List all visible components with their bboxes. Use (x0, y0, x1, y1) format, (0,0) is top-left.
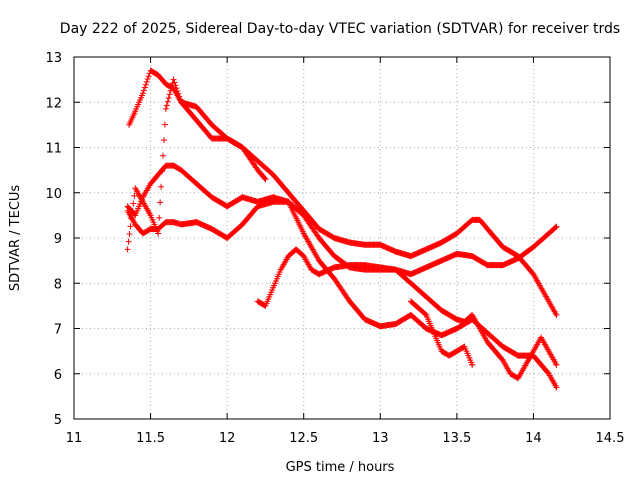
data-point (125, 238, 132, 245)
data-point (156, 214, 163, 221)
data-point (129, 208, 136, 215)
data-point (141, 84, 148, 91)
data-point (145, 73, 152, 80)
y-tick-label: 10 (45, 187, 62, 202)
x-tick-label: 14.5 (596, 431, 625, 446)
data-point (173, 85, 180, 92)
data-point (142, 81, 149, 88)
data-point (168, 83, 175, 90)
y-tick-label: 7 (54, 323, 62, 338)
x-axis-title: GPS time / hours (286, 460, 395, 475)
data-point (174, 87, 181, 94)
data-point (172, 82, 179, 89)
x-tick-label: 11 (66, 431, 83, 446)
series-track-6 (407, 298, 476, 368)
data-point (161, 121, 168, 128)
data-point (155, 230, 162, 237)
data-point (126, 231, 133, 238)
series-track-2 (124, 162, 560, 278)
series-track-5 (124, 76, 269, 253)
y-tick-labels: 5 6 7 8 9 10 11 12 13 (45, 51, 62, 428)
chart-title: Day 222 of 2025, Sidereal Day-to-day VTE… (60, 21, 620, 37)
data-point (553, 361, 560, 368)
data-point (166, 91, 173, 98)
data-point (130, 200, 137, 207)
y-tick-label: 8 (54, 277, 62, 292)
y-tick-label: 11 (45, 142, 62, 157)
y-tick-label: 5 (54, 413, 62, 428)
data-point (177, 96, 184, 103)
data-point (164, 98, 171, 105)
data-point (175, 90, 182, 97)
data-point (165, 95, 172, 102)
data-point (553, 311, 560, 318)
y-tick-label: 9 (54, 232, 62, 247)
data-point (170, 76, 177, 83)
data-point (261, 175, 268, 182)
series-track-4 (254, 246, 560, 382)
data-point (157, 199, 164, 206)
series-track-3 (124, 198, 560, 391)
data-point (553, 223, 560, 230)
data-point (144, 76, 151, 83)
x-tick-label: 13 (372, 431, 389, 446)
x-tick-label: 14 (525, 431, 542, 446)
data-point (552, 224, 559, 231)
data-point (469, 361, 476, 368)
x-tick-label: 12 (219, 431, 236, 446)
data-point (167, 87, 174, 94)
data-point (160, 137, 167, 144)
data-point (140, 87, 147, 94)
x-tick-label: 13.5 (442, 431, 471, 446)
data-point (139, 90, 146, 97)
data-points (124, 67, 560, 391)
data-point (131, 192, 138, 199)
y-tick-label: 12 (45, 96, 62, 111)
data-point (158, 183, 165, 190)
data-point (127, 223, 134, 230)
data-point (262, 176, 269, 183)
data-point (163, 102, 170, 109)
data-point (162, 106, 169, 113)
x-tick-label: 12.5 (289, 431, 318, 446)
x-tick-label: 11.5 (136, 431, 165, 446)
axis-ticks (73, 56, 611, 420)
data-point (159, 168, 166, 175)
y-tick-label: 6 (54, 368, 62, 383)
x-tick-labels: 11 11.5 12 12.5 13 13.5 14 14.5 (66, 431, 625, 446)
y-tick-label: 13 (45, 51, 62, 66)
data-point (553, 384, 560, 391)
data-point (160, 152, 167, 159)
data-point (128, 215, 135, 222)
data-point (171, 79, 178, 86)
data-point (143, 78, 150, 85)
y-axis-title: SDTVAR / TECUs (8, 185, 23, 292)
data-point (124, 246, 131, 253)
data-point (176, 93, 183, 100)
